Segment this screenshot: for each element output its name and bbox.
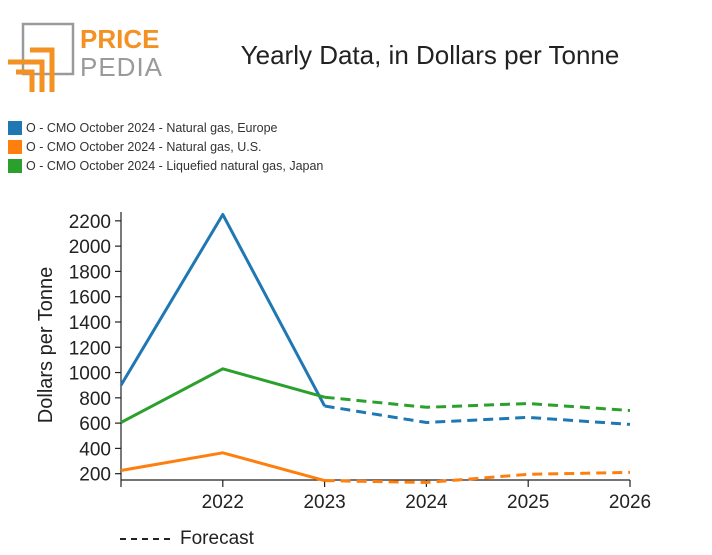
x-tick-label: 2025 (507, 492, 549, 513)
legend-label-us: O - CMO October 2024 - Natural gas, U.S. (26, 139, 262, 154)
series-line-actual-2 (120, 367, 326, 424)
y-tick-label: 200 (79, 465, 111, 486)
series-line-actual-0 (119, 213, 326, 407)
x-tick-label: 2024 (405, 492, 448, 513)
chart-series-layer (119, 213, 631, 485)
chart-axes: 200 400 600 800 1000 1200 1400 1600 1800 2000 2200… (69, 212, 651, 513)
x-tick-label: 2026 (609, 492, 651, 513)
y-tick-label: 1600 (69, 288, 111, 309)
y-tick-label: 600 (79, 414, 111, 435)
legend-item-europe[interactable]: O - CMO October 2024 - Natural gas, Euro… (8, 118, 323, 137)
y-tick-label: 800 (79, 389, 111, 410)
series-line-forecast-2 (324, 395, 631, 412)
forecast-legend: Forecast (120, 528, 254, 550)
logo-orange-bracket-top (30, 47, 55, 92)
series-line-actual-1 (120, 451, 325, 483)
logo-word-pedia: PEDIA (80, 52, 163, 82)
logo-orange-bracket-inner (16, 69, 35, 92)
y-tick-label: 1400 (69, 313, 111, 334)
legend-label-japan: O - CMO October 2024 - Liquefied natural… (26, 158, 324, 173)
y-axis-label: Dollars per Tonne (35, 267, 57, 423)
x-tick-label: 2023 (303, 492, 345, 513)
x-tick-label: 2022 (202, 492, 244, 513)
y-tick-label: 400 (79, 439, 111, 460)
y-tick-label: 1000 (69, 364, 111, 385)
legend-item-us[interactable]: O - CMO October 2024 - Natural gas, U.S. (8, 137, 323, 156)
y-tick-label: 2000 (69, 237, 111, 258)
chart-title: Yearly Data, in Dollars per Tonne (240, 40, 620, 70)
legend: O - CMO October 2024 - Natural gas, Euro… (8, 118, 323, 175)
y-tick-label: 1800 (69, 262, 111, 283)
forecast-dash-sample (120, 538, 170, 540)
forecast-label: Forecast (180, 528, 254, 549)
legend-label-europe: O - CMO October 2024 - Natural gas, Euro… (26, 120, 278, 135)
pricepedia-logo: PRICE PEDIA (8, 20, 168, 95)
legend-swatch-japan (8, 158, 22, 173)
legend-swatch-us (8, 139, 22, 154)
series-line-forecast-0 (324, 404, 631, 426)
y-tick-label: 1200 (69, 338, 111, 359)
series-line-forecast-1 (324, 470, 631, 485)
y-tick-label: 2200 (69, 212, 111, 233)
legend-swatch-europe (8, 120, 22, 135)
logo-gray-square (21, 22, 75, 76)
logo-orange-bracket-outer (8, 59, 45, 92)
legend-item-japan[interactable]: O - CMO October 2024 - Liquefied natural… (8, 156, 323, 175)
logo-word-price: PRICE (80, 24, 159, 54)
